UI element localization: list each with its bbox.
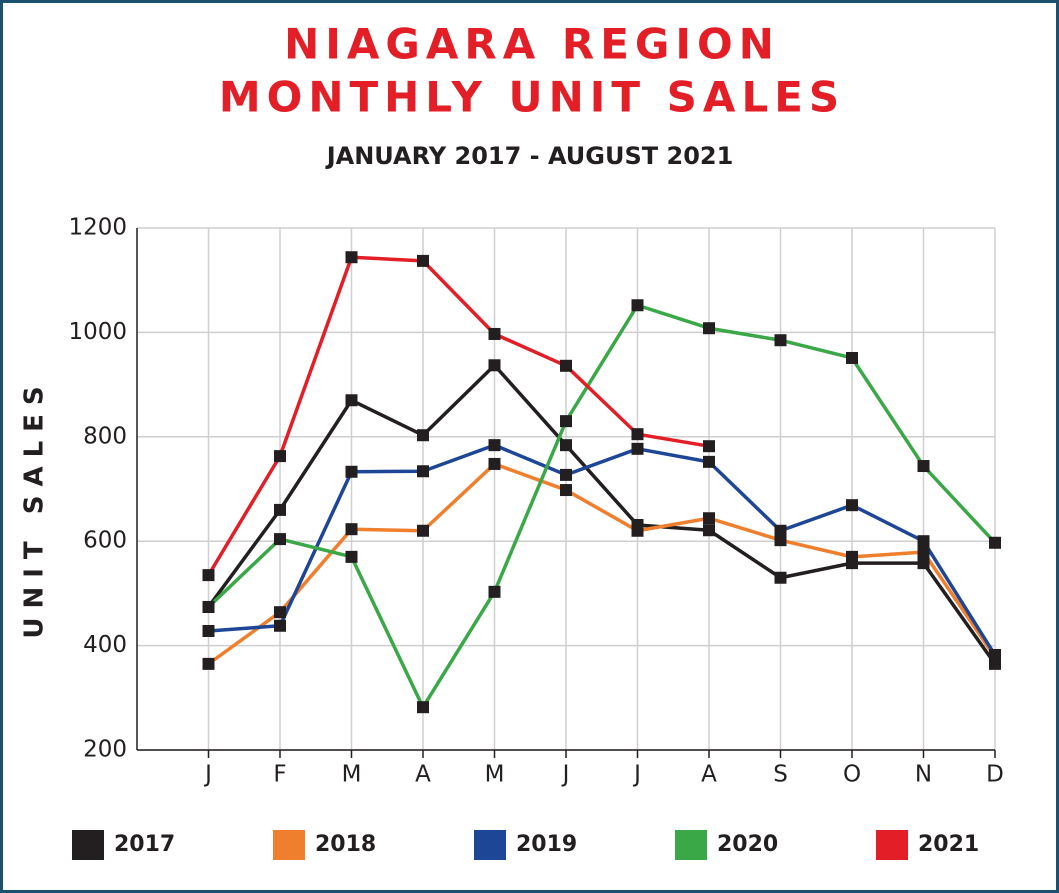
marker	[774, 534, 787, 547]
marker	[774, 334, 787, 347]
marker	[917, 460, 930, 473]
marker	[560, 468, 572, 481]
x-tick-label: F	[273, 762, 286, 788]
series-line	[207, 462, 997, 666]
y-tick-label: 400	[83, 632, 127, 658]
marker	[989, 648, 1001, 661]
marker	[417, 524, 429, 537]
x-tick-label: O	[843, 762, 861, 788]
legend-swatch	[876, 830, 908, 860]
y-tick-label: 1000	[68, 319, 127, 345]
marker	[846, 351, 858, 364]
y-tick-label: 800	[83, 423, 127, 449]
legend-label: 2020	[717, 832, 778, 857]
marker	[560, 415, 572, 428]
marker	[274, 503, 286, 516]
marker	[703, 440, 715, 453]
marker	[846, 550, 858, 563]
marker	[488, 439, 501, 452]
marker	[274, 450, 286, 463]
marker	[488, 457, 501, 470]
marker	[417, 465, 429, 478]
marker	[917, 557, 930, 570]
marker	[917, 535, 930, 548]
marker	[774, 524, 787, 537]
legend-swatch	[675, 830, 707, 860]
x-tick-label: A	[415, 762, 431, 788]
marker	[631, 299, 644, 312]
x-tick-label: J	[203, 762, 212, 788]
marker	[345, 523, 358, 536]
legend-label: 2019	[516, 832, 577, 857]
marker	[202, 600, 215, 613]
marker	[345, 550, 358, 563]
x-tick-label: D	[986, 762, 1004, 788]
marker	[560, 484, 572, 497]
legend-label: 2018	[315, 832, 376, 857]
chart-title: MONTHLY UNIT SALES	[219, 73, 845, 122]
y-tick-label: 600	[83, 528, 127, 554]
chart-subtitle: JANUARY 2017 - AUGUST 2021	[325, 142, 734, 170]
marker	[274, 619, 286, 632]
y-tick-label: 200	[83, 737, 127, 763]
series-line	[206, 255, 710, 577]
x-tick-label: J	[561, 762, 570, 788]
legend-label: 2017	[114, 832, 175, 857]
x-tick-label: N	[915, 762, 932, 788]
marker	[703, 455, 715, 468]
marker	[417, 701, 429, 714]
y-tick-label: 1200	[68, 215, 127, 241]
marker	[202, 624, 215, 637]
x-tick-label: A	[701, 762, 717, 788]
marker	[345, 465, 358, 478]
x-tick-label: S	[773, 762, 788, 788]
legend-swatch	[72, 830, 104, 860]
x-tick-label: M	[485, 762, 505, 788]
marker	[488, 359, 501, 372]
series-line	[207, 303, 997, 709]
chart-title: NIAGARA REGION	[284, 20, 780, 69]
marker	[488, 327, 501, 340]
y-axis-label: UNIT SALES	[20, 377, 50, 638]
series-line	[207, 363, 997, 665]
marker	[560, 359, 572, 372]
marker	[631, 524, 644, 537]
marker	[274, 533, 286, 546]
marker	[345, 251, 358, 264]
marker	[989, 536, 1001, 549]
marker	[417, 429, 429, 442]
marker	[703, 322, 715, 335]
legend-swatch	[273, 830, 305, 860]
marker	[703, 524, 715, 537]
marker	[846, 499, 858, 512]
marker	[417, 254, 429, 267]
marker	[631, 428, 644, 441]
marker	[560, 439, 572, 452]
marker	[631, 442, 644, 455]
legend-label: 2021	[918, 832, 979, 857]
marker	[345, 394, 358, 407]
marker	[703, 512, 715, 525]
series-line	[208, 443, 997, 656]
x-tick-label: M	[342, 762, 362, 788]
marker	[917, 546, 930, 559]
marker	[202, 657, 215, 670]
marker	[274, 606, 286, 619]
x-tick-label: J	[632, 762, 641, 788]
marker	[202, 569, 215, 582]
marker	[488, 585, 501, 598]
legend-swatch	[474, 830, 506, 860]
marker	[774, 571, 787, 584]
